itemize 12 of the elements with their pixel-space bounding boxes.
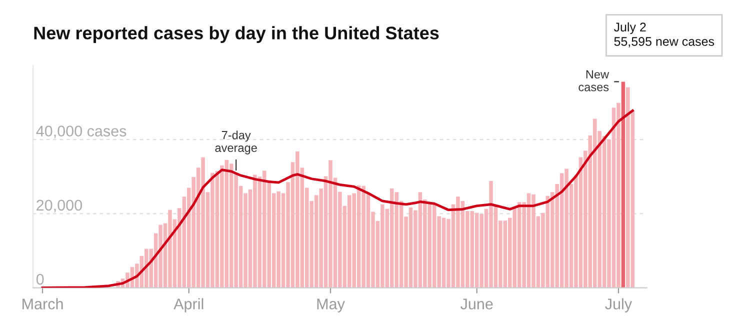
x-tick-label: June	[460, 298, 493, 310]
annotation: 7-day average	[215, 130, 257, 154]
annotation: July 2 55,595 new cases	[614, 22, 714, 48]
annotation: New cases	[578, 70, 610, 92]
x-tick-label: May	[317, 298, 345, 312]
x-tick-label: March	[22, 298, 63, 310]
y-tick-label: 0	[36, 274, 44, 285]
y-tick-label: 20,000	[36, 200, 82, 212]
chart-title: New reported cases by day in the United States	[34, 26, 439, 43]
y-tick-label: 40,000 cases	[36, 126, 126, 138]
x-tick-label: April	[174, 298, 204, 312]
x-tick-label: July	[605, 298, 632, 312]
